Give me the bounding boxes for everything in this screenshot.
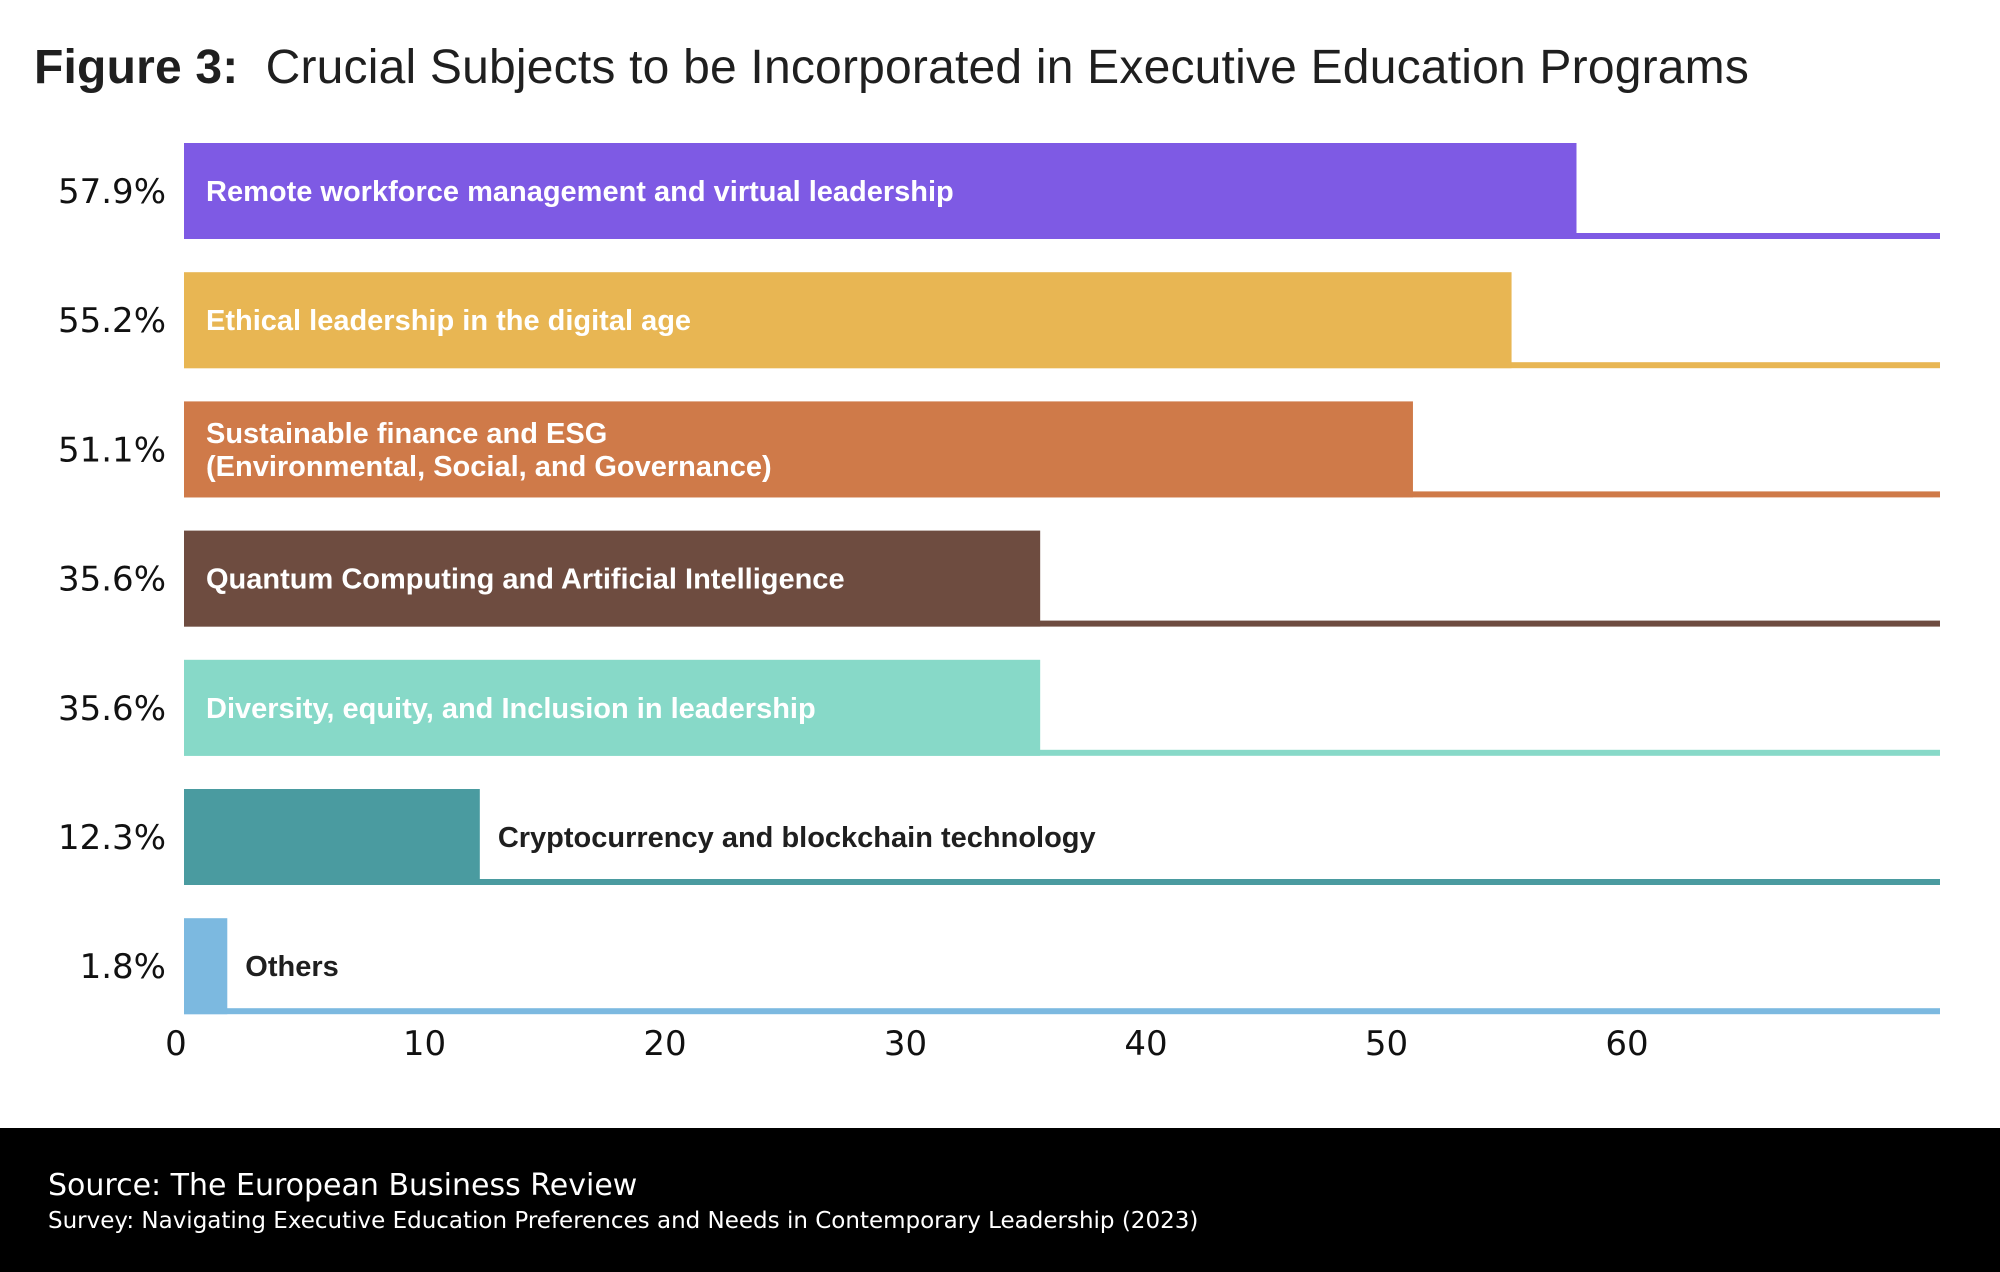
category-label-line: Cryptocurrency and blockchain technology bbox=[498, 822, 1096, 854]
value-label-4: 35.6% bbox=[58, 560, 166, 600]
value-label-3: 51.1% bbox=[58, 430, 166, 470]
bar-baseline-7 bbox=[184, 1008, 1940, 1015]
value-label-7: 1.8% bbox=[80, 947, 166, 987]
bar-5 bbox=[184, 659, 1041, 756]
x-tick-label-5: 40 bbox=[1124, 1024, 1167, 1064]
survey-text: Survey: Navigating Executive Education P… bbox=[48, 1208, 1199, 1234]
bar-baseline-5 bbox=[184, 749, 1940, 756]
value-label-6: 12.3% bbox=[58, 818, 166, 858]
bar-baseline-6 bbox=[184, 879, 1940, 885]
footer: Source: The European Business Review Sur… bbox=[0, 1128, 2000, 1272]
x-tick-label-7: 60 bbox=[1605, 1024, 1648, 1064]
x-tick-label-2: 10 bbox=[403, 1024, 446, 1064]
x-tick-label-1: 0 bbox=[165, 1024, 187, 1064]
bar-baseline-4 bbox=[184, 620, 1940, 627]
category-label-4: Quantum Computing and Artificial Intelli… bbox=[206, 564, 845, 596]
category-label-1: Remote workforce management and virtual … bbox=[206, 176, 954, 208]
category-label-line: Diversity, equity, and Inclusion in lead… bbox=[206, 693, 816, 725]
bar-6 bbox=[184, 789, 480, 885]
value-label-5: 35.6% bbox=[58, 689, 166, 729]
value-label-2: 55.2% bbox=[58, 301, 166, 341]
category-label-line: Quantum Computing and Artificial Intelli… bbox=[206, 564, 845, 596]
category-label-3: Sustainable finance and ESG (Environmenta… bbox=[206, 418, 772, 483]
x-tick-label-6: 50 bbox=[1365, 1024, 1408, 1064]
category-label-2: Ethical leadership in the digital age bbox=[206, 305, 691, 337]
chart-title: Figure 3: Crucial Subjects to be Incorpo… bbox=[34, 40, 1749, 95]
category-label-line: (Environmental, Social, and Governance) bbox=[206, 451, 772, 483]
bar-chart: 57.9% Remote workforce management and vir… bbox=[58, 143, 1940, 1064]
figure-title: Crucial Subjects to be Incorporated in E… bbox=[265, 41, 1750, 94]
value-label-1: 57.9% bbox=[58, 172, 166, 212]
category-label-line: Ethical leadership in the digital age bbox=[206, 305, 691, 337]
category-label-5: Diversity, equity, and Inclusion in lead… bbox=[206, 693, 816, 725]
x-tick-label-4: 30 bbox=[884, 1024, 927, 1064]
category-label-7: Others bbox=[245, 951, 338, 983]
bar-1 bbox=[184, 143, 1577, 239]
x-tick-label-3: 20 bbox=[643, 1024, 686, 1064]
bar-7 bbox=[184, 918, 228, 1015]
category-label-line: Sustainable finance and ESG bbox=[206, 418, 607, 450]
category-label-line: Others bbox=[245, 951, 338, 983]
category-label-6: Cryptocurrency and blockchain technology bbox=[498, 822, 1096, 854]
category-label-line: Remote workforce management and virtual … bbox=[206, 176, 954, 208]
figure-label: Figure 3: bbox=[34, 41, 239, 94]
source-text: Source: The European Business Review bbox=[48, 1168, 638, 1203]
bar-4 bbox=[184, 530, 1041, 627]
bar-2 bbox=[184, 272, 1512, 369]
bar-3 bbox=[184, 401, 1413, 498]
